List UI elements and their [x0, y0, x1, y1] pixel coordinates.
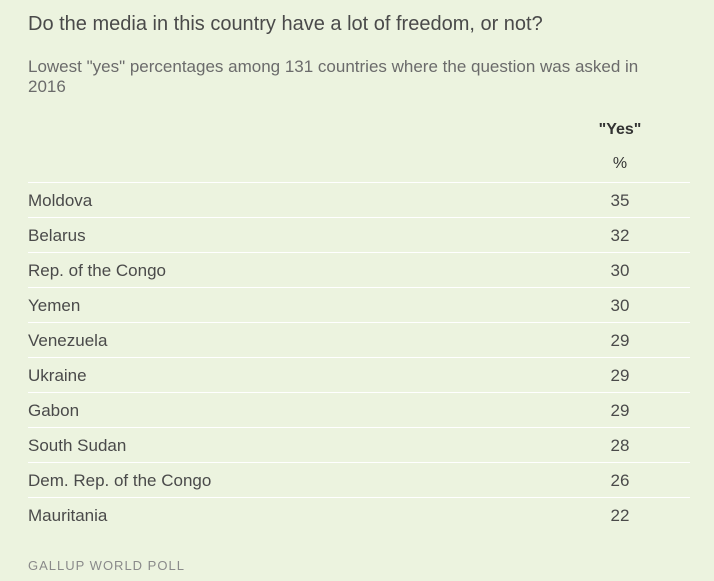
column-header-yes: "Yes" — [598, 121, 642, 138]
yes-value: 28 — [610, 436, 630, 455]
table-row: South Sudan 28 — [28, 427, 690, 462]
country-label: Yemen — [28, 296, 81, 315]
table-row: Rep. of the Congo 30 — [28, 252, 690, 287]
table-row: Venezuela 29 — [28, 322, 690, 357]
yes-value: 32 — [610, 226, 630, 245]
table-row: Belarus 32 — [28, 217, 690, 252]
table-row: Ukraine 29 — [28, 357, 690, 392]
yes-value: 29 — [610, 401, 630, 420]
chart-subtitle: Lowest "yes" percentages among 131 count… — [28, 57, 639, 96]
country-label: Belarus — [28, 226, 86, 245]
table-row: Yemen 30 — [28, 287, 690, 322]
source-note: GALLUP WORLD POLL — [28, 558, 185, 573]
yes-value: 35 — [610, 191, 630, 210]
table-row: Dem. Rep. of the Congo 26 — [28, 462, 690, 497]
data-table: Moldova 35 Belarus 32 Rep. of the Congo 30 Yem… — [28, 182, 690, 532]
country-label: Mauritania — [28, 506, 108, 525]
column-header-unit: % — [612, 155, 628, 172]
country-label: Dem. Rep. of the Congo — [28, 471, 212, 490]
yes-value: 26 — [610, 471, 630, 490]
country-label: Moldova — [28, 191, 93, 210]
country-label: Ukraine — [28, 366, 87, 385]
yes-value: 30 — [610, 296, 630, 315]
yes-value: 22 — [610, 506, 630, 525]
yes-value: 30 — [610, 261, 630, 280]
country-label: Gabon — [28, 401, 80, 420]
yes-value: 29 — [610, 366, 630, 385]
table-row: Mauritania 22 — [28, 497, 690, 532]
yes-value: 29 — [610, 331, 630, 350]
chart-title: Do the media in this country have a lot … — [28, 13, 543, 35]
country-label: Venezuela — [28, 331, 108, 350]
table-row: Moldova 35 — [28, 182, 690, 217]
country-label: South Sudan — [28, 436, 127, 455]
table-row: Gabon 29 — [28, 392, 690, 427]
country-label: Rep. of the Congo — [28, 261, 166, 280]
